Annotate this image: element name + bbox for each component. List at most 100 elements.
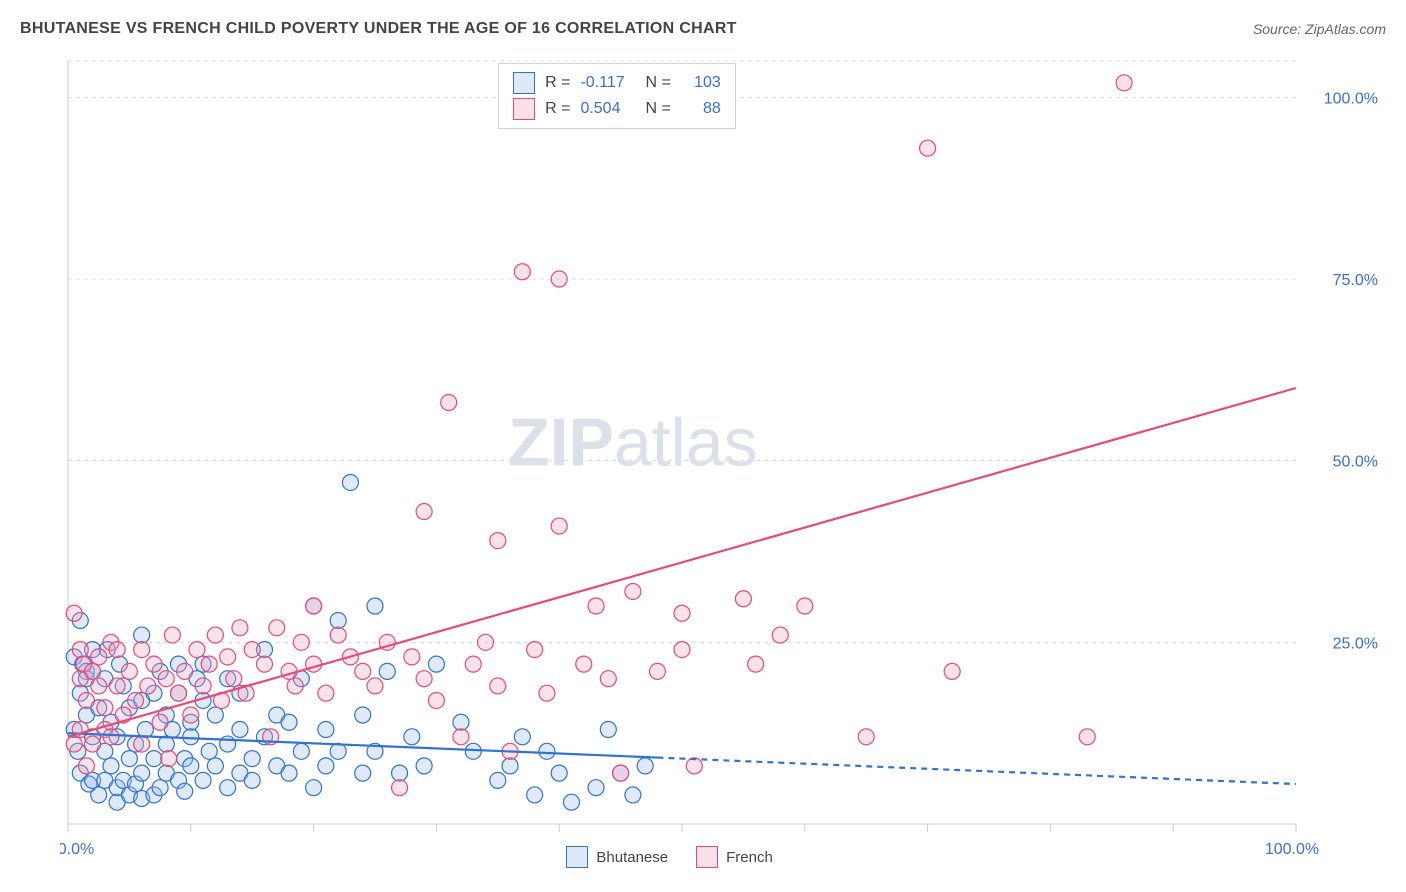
data-point — [416, 504, 432, 520]
data-point — [287, 678, 303, 694]
data-point — [318, 722, 334, 738]
data-point — [103, 729, 119, 745]
series-swatch — [513, 72, 535, 94]
data-point — [306, 598, 322, 614]
data-point — [355, 707, 371, 723]
legend-swatch — [566, 846, 588, 868]
data-point — [588, 780, 604, 796]
data-point — [281, 765, 297, 781]
data-point — [293, 634, 309, 650]
data-point — [177, 663, 193, 679]
data-point — [152, 780, 168, 796]
data-point — [404, 729, 420, 745]
data-point — [490, 533, 506, 549]
series-swatch — [513, 98, 535, 120]
data-point — [453, 729, 469, 745]
data-point — [613, 765, 629, 781]
y-tick-label: 100.0% — [1324, 90, 1378, 107]
data-point — [392, 765, 408, 781]
data-point — [527, 787, 543, 803]
data-point — [183, 707, 199, 723]
y-tick-label: 50.0% — [1333, 454, 1378, 471]
data-point — [146, 751, 162, 767]
data-point — [342, 474, 358, 490]
data-point — [797, 598, 813, 614]
data-point — [103, 758, 119, 774]
data-point — [306, 780, 322, 796]
data-point — [91, 649, 107, 665]
data-point — [416, 758, 432, 774]
data-point — [195, 678, 211, 694]
data-point — [441, 395, 457, 411]
data-point — [134, 765, 150, 781]
data-point — [478, 634, 494, 650]
data-point — [256, 656, 272, 672]
data-point — [269, 620, 285, 636]
data-point — [244, 642, 260, 658]
data-point — [674, 642, 690, 658]
data-point — [195, 772, 211, 788]
data-point — [152, 714, 168, 730]
legend-label: French — [726, 849, 773, 866]
legend-label: Bhutanese — [596, 849, 668, 866]
data-point — [177, 783, 193, 799]
data-point — [158, 671, 174, 687]
data-point — [527, 642, 543, 658]
data-point — [66, 736, 82, 752]
data-point — [944, 663, 960, 679]
data-point — [588, 598, 604, 614]
data-point — [649, 663, 665, 679]
data-point — [128, 692, 144, 708]
data-point — [392, 780, 408, 796]
data-point — [367, 598, 383, 614]
chart-title: BHUTANESE VS FRENCH CHILD POVERTY UNDER … — [20, 20, 737, 38]
data-point — [625, 787, 641, 803]
data-point — [600, 722, 616, 738]
chart-area: Child Poverty Under the Age of 16 25.0%5… — [20, 55, 1386, 872]
data-point — [453, 714, 469, 730]
data-point — [490, 772, 506, 788]
data-point — [244, 751, 260, 767]
data-point — [330, 743, 346, 759]
legend-item-french: French — [696, 846, 773, 868]
data-point — [161, 751, 177, 767]
data-point — [183, 729, 199, 745]
data-point — [1116, 75, 1132, 91]
data-point — [85, 663, 101, 679]
chart-source: Source: ZipAtlas.com — [1253, 21, 1386, 37]
data-point — [207, 707, 223, 723]
data-point — [146, 656, 162, 672]
chart-legend: Bhutanese French — [566, 846, 772, 868]
data-point — [244, 772, 260, 788]
data-point — [66, 605, 82, 621]
data-point — [97, 700, 113, 716]
data-point — [674, 605, 690, 621]
data-point — [404, 649, 420, 665]
data-point — [220, 780, 236, 796]
data-point — [134, 736, 150, 752]
data-point — [551, 518, 567, 534]
legend-swatch — [696, 846, 718, 868]
y-tick-label: 75.0% — [1333, 272, 1378, 289]
data-point — [600, 671, 616, 687]
scatter-plot: 25.0%50.0%75.0%100.0%0.0%100.0%ZIPatlas — [60, 55, 1386, 872]
stat-label-r: R = — [545, 74, 570, 92]
data-point — [551, 271, 567, 287]
data-point — [428, 656, 444, 672]
data-point — [281, 714, 297, 730]
data-point — [416, 671, 432, 687]
data-point — [428, 692, 444, 708]
data-point — [502, 758, 518, 774]
data-point — [539, 743, 555, 759]
stat-value-n: 103 — [681, 74, 721, 92]
data-point — [465, 656, 481, 672]
data-point — [201, 656, 217, 672]
data-point — [232, 620, 248, 636]
data-point — [140, 678, 156, 694]
stat-value-n: 88 — [681, 100, 721, 118]
y-tick-label: 25.0% — [1333, 635, 1378, 652]
data-point — [330, 627, 346, 643]
data-point — [465, 743, 481, 759]
data-point — [686, 758, 702, 774]
stats-row-bhutanese: R =-0.117N =103 — [513, 70, 721, 96]
